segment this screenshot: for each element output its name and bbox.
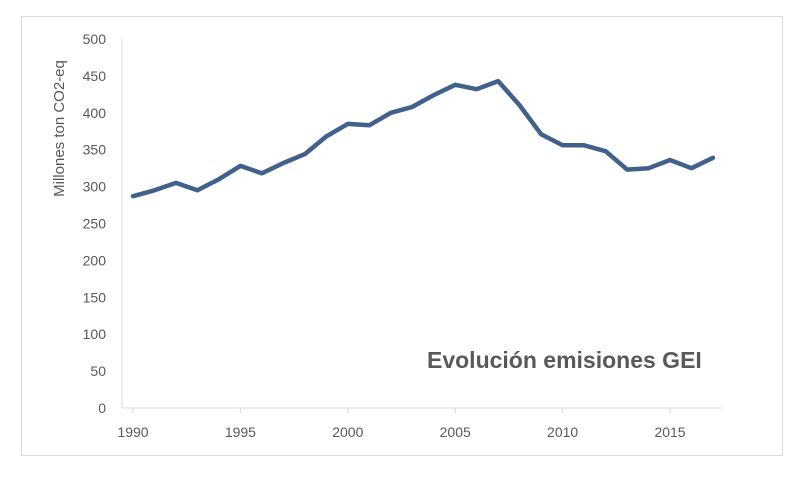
- y-tick-label: 200: [83, 252, 107, 268]
- y-tick-label: 50: [90, 363, 106, 379]
- x-tick-label: 1990: [117, 424, 148, 440]
- y-tick-label: 250: [83, 216, 107, 232]
- x-tick-label: 2000: [332, 424, 363, 440]
- x-axis-ticks: 1990 1995 2000 2005 2010 2015: [117, 408, 686, 440]
- series-layer: [130, 78, 716, 199]
- y-tick-label: 400: [83, 105, 107, 121]
- x-tick-label: 2015: [654, 424, 685, 440]
- series-line: [130, 78, 716, 199]
- y-tick-label: 500: [83, 31, 107, 47]
- x-tick-label: 2005: [440, 424, 471, 440]
- y-tick-label: 0: [98, 400, 106, 416]
- y-axis-ticks: 0 50 100 150 200 250 300 350 400 450 500: [83, 31, 107, 416]
- chart-annotation: Evolución emisiones GEI: [427, 347, 702, 373]
- y-tick-label: 100: [83, 326, 107, 342]
- y-tick-label: 150: [83, 289, 107, 305]
- y-axis-title: Millones ton CO2-eq: [51, 60, 68, 197]
- x-tick-label: 2010: [547, 424, 578, 440]
- y-tick-label: 300: [83, 179, 107, 195]
- chart-frame: [21, 16, 783, 456]
- y-tick-label: 450: [83, 68, 107, 84]
- x-tick-label: 1995: [225, 424, 256, 440]
- y-tick-label: 350: [83, 142, 107, 158]
